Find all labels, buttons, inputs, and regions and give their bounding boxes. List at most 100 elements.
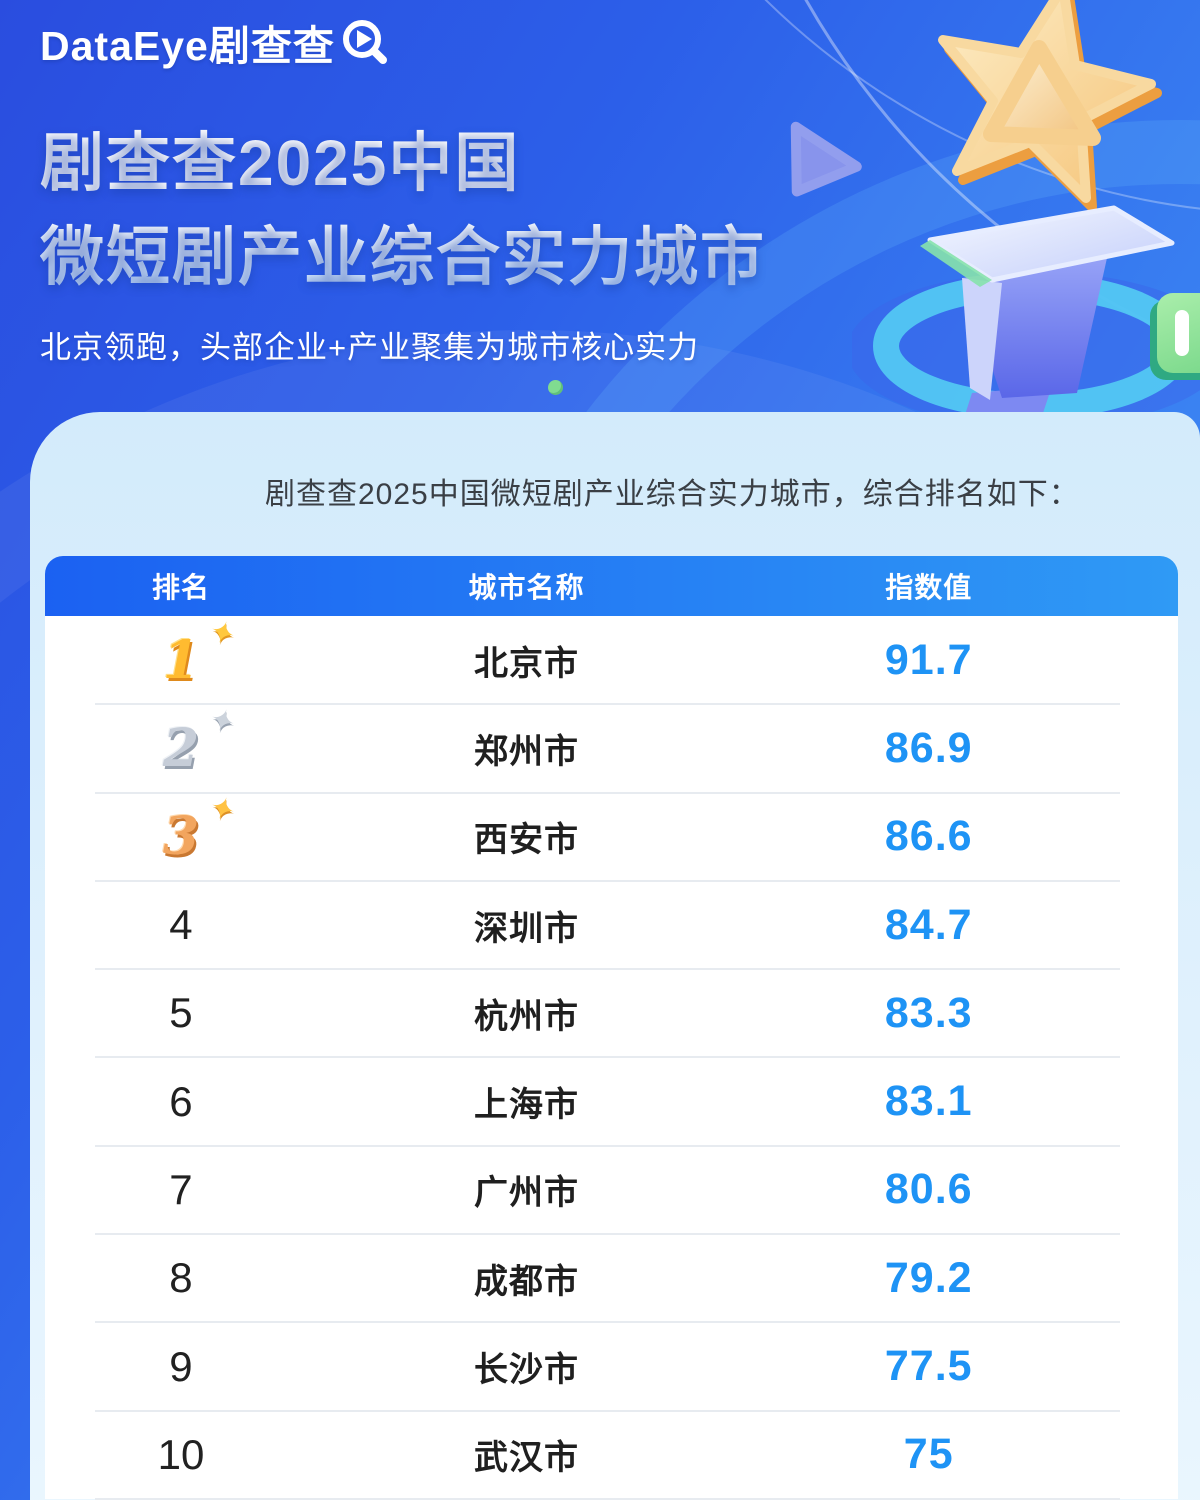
rank-badge: 7 [169, 1166, 192, 1214]
city-cell: 杭州市 [317, 989, 736, 1038]
rank-badge: 4 [169, 901, 192, 949]
rank-badge: 6 [169, 1078, 192, 1126]
poster-title-line1: 剧查查2025中国 [40, 127, 521, 199]
city-cell: 长沙市 [317, 1342, 736, 1391]
rank-badge: 3 ✦ [162, 790, 240, 868]
table-row: 8 成都市 79.2 [45, 1234, 1178, 1324]
table-row: 6 上海市 83.1 [45, 1057, 1178, 1148]
column-header-value: 指数值 [885, 572, 973, 603]
city-name: 郑州市 [474, 732, 579, 771]
index-value: 83.3 [884, 988, 973, 1037]
table-body: 1 ✦ 北京市 91.7 2 ✦ 郑州市 86.9 [45, 614, 1178, 1500]
rank-cell: 2 ✦ [45, 702, 317, 779]
rank-cell: 1 ✦ [45, 614, 317, 691]
rank-value: 3 [162, 806, 200, 868]
city-cell: 成都市 [317, 1254, 736, 1303]
rank-badge: 10 [158, 1431, 205, 1479]
brand-logo: DataEye剧查查 [40, 12, 391, 72]
table-header: 排名 城市名称 指数值 [45, 556, 1178, 616]
index-value: 91.7 [884, 635, 973, 684]
table-row: 3 ✦ 西安市 86.6 [45, 790, 1178, 883]
medal-sparkle-icon: ✦ [205, 613, 240, 653]
value-cell: 83.3 [736, 989, 1121, 1038]
gold-star-icon [938, 0, 1162, 212]
poster-subtitle: 北京领跑，头部企业+产业聚集为城市核心实力 [40, 330, 700, 365]
rank-cell: 4 [45, 901, 317, 949]
value-cell: 86.6 [736, 812, 1121, 861]
rank-badge: 1 ✦ [162, 614, 240, 691]
city-name: 西安市 [474, 821, 579, 860]
value-cell: 86.9 [736, 724, 1121, 773]
index-value: 80.6 [884, 1165, 973, 1214]
index-value: 86.9 [884, 723, 973, 772]
city-name: 长沙市 [474, 1351, 579, 1390]
city-cell: 郑州市 [317, 724, 736, 773]
rank-value: 6 [169, 1077, 193, 1125]
rank-cell: 3 ✦ [45, 790, 317, 868]
table-row: 10 武汉市 75 [45, 1411, 1178, 1500]
city-cell: 深圳市 [317, 901, 736, 950]
rank-value: 10 [157, 1430, 205, 1478]
rank-value: 5 [169, 989, 193, 1037]
value-cell: 84.7 [736, 901, 1121, 950]
index-value: 86.6 [884, 812, 973, 861]
pause-bar [1175, 310, 1189, 356]
ranking-table: 排名 城市名称 指数值 1 ✦ 北京市 91.7 2 ✦ [45, 556, 1178, 1500]
city-name: 成都市 [474, 1262, 579, 1301]
index-value: 75 [903, 1430, 954, 1479]
poster-title: 剧查查2025中国 微短剧产业综合实力城市 [40, 116, 766, 304]
city-name: 北京市 [474, 644, 579, 683]
value-cell: 79.2 [736, 1254, 1121, 1303]
city-name: 上海市 [474, 1086, 579, 1125]
column-header-city: 城市名称 [468, 572, 585, 603]
rank-value: 8 [169, 1254, 193, 1302]
rank-value: 4 [169, 901, 193, 949]
value-cell: 83.1 [736, 1077, 1121, 1126]
table-row: 9 长沙市 77.5 [45, 1322, 1178, 1412]
rank-value: 9 [169, 1342, 193, 1390]
rank-cell: 6 [45, 1078, 317, 1126]
play-triangle-icon [790, 121, 862, 197]
city-name: 广州市 [474, 1174, 579, 1213]
city-cell: 西安市 [317, 812, 736, 861]
value-cell: 75 [736, 1430, 1121, 1479]
city-name: 武汉市 [474, 1439, 579, 1478]
green-dot-decor [548, 380, 563, 395]
city-cell: 广州市 [317, 1165, 736, 1214]
index-value: 84.7 [884, 900, 973, 949]
rank-value: 2 [162, 717, 200, 779]
city-cell: 北京市 [317, 636, 736, 685]
column-header-rank: 排名 [151, 572, 210, 603]
city-name: 深圳市 [474, 909, 579, 948]
rank-value: 1 [162, 629, 200, 691]
table-row: 1 ✦ 北京市 91.7 [45, 614, 1178, 706]
rank-badge: 5 [169, 989, 192, 1037]
index-value: 83.1 [884, 1077, 973, 1126]
brand-logo-text: DataEye剧查查 [40, 23, 335, 69]
rank-badge: 9 [169, 1343, 192, 1391]
magnifier-play-icon [342, 20, 387, 64]
value-cell: 77.5 [736, 1342, 1121, 1391]
city-cell: 上海市 [317, 1077, 736, 1126]
table-row: 5 杭州市 83.3 [45, 969, 1178, 1059]
table-row: 7 广州市 80.6 [45, 1146, 1178, 1236]
rank-cell: 5 [45, 989, 317, 1037]
rank-cell: 7 [45, 1166, 317, 1214]
rank-cell: 9 [45, 1343, 317, 1391]
table-row: 4 深圳市 84.7 [45, 881, 1178, 971]
index-value: 77.5 [884, 1342, 973, 1391]
pause-badge-icon [1150, 293, 1200, 380]
trophy-podium-icon [852, 205, 1200, 428]
card-intro-text: 剧查查2025中国微短剧产业综合实力城市，综合排名如下： [265, 478, 1080, 511]
rank-badge: 8 [169, 1254, 192, 1302]
rank-cell: 10 [45, 1431, 317, 1479]
index-value: 79.2 [884, 1253, 973, 1302]
city-cell: 武汉市 [317, 1430, 736, 1479]
rank-value: 7 [169, 1165, 193, 1213]
city-name: 杭州市 [474, 997, 579, 1036]
medal-sparkle-icon: ✦ [205, 790, 240, 830]
medal-sparkle-icon: ✦ [205, 701, 240, 742]
value-cell: 80.6 [736, 1165, 1121, 1214]
rank-badge: 2 ✦ [162, 702, 240, 779]
